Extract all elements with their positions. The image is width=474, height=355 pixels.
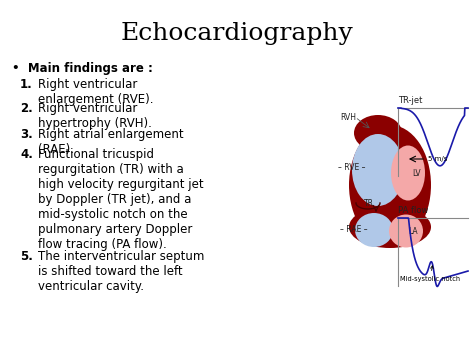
Ellipse shape	[354, 115, 402, 151]
Ellipse shape	[352, 134, 404, 206]
Text: Echocardiography: Echocardiography	[120, 22, 354, 45]
Text: PA flow: PA flow	[398, 206, 428, 215]
Text: Right ventricular
enlargement (RVE).: Right ventricular enlargement (RVE).	[38, 78, 154, 106]
Text: 3.: 3.	[20, 128, 33, 141]
Text: The interventricular septum
is shifted toward the left
ventricular cavity.: The interventricular septum is shifted t…	[38, 250, 204, 293]
Text: – RVE –: – RVE –	[338, 163, 365, 171]
Text: Mid-systolic notch: Mid-systolic notch	[400, 266, 460, 282]
Text: TR: TR	[364, 198, 374, 208]
Text: 5 m/s: 5 m/s	[428, 156, 447, 162]
Text: 1.: 1.	[20, 78, 33, 91]
Ellipse shape	[349, 206, 431, 248]
Text: RVH: RVH	[340, 113, 356, 121]
Ellipse shape	[391, 146, 425, 201]
Text: TR-jet: TR-jet	[398, 96, 422, 105]
Text: LV: LV	[412, 169, 420, 178]
Text: Functional tricuspid
regurgitation (TR) with a
high velocity regurgitant jet
by : Functional tricuspid regurgitation (TR) …	[38, 148, 204, 251]
Text: Right ventricular
hypertrophy (RVH).: Right ventricular hypertrophy (RVH).	[38, 102, 152, 130]
Text: •  Main findings are :: • Main findings are :	[12, 62, 153, 75]
Text: LA: LA	[408, 226, 418, 235]
Text: 4.: 4.	[20, 148, 33, 161]
Ellipse shape	[349, 125, 431, 245]
Ellipse shape	[389, 214, 423, 247]
Text: – RAE –: – RAE –	[340, 224, 368, 234]
Text: 2.: 2.	[20, 102, 33, 115]
Text: 5.: 5.	[20, 250, 33, 263]
Ellipse shape	[355, 213, 393, 247]
Text: Right atrial enlargement
(RAE).: Right atrial enlargement (RAE).	[38, 128, 183, 156]
